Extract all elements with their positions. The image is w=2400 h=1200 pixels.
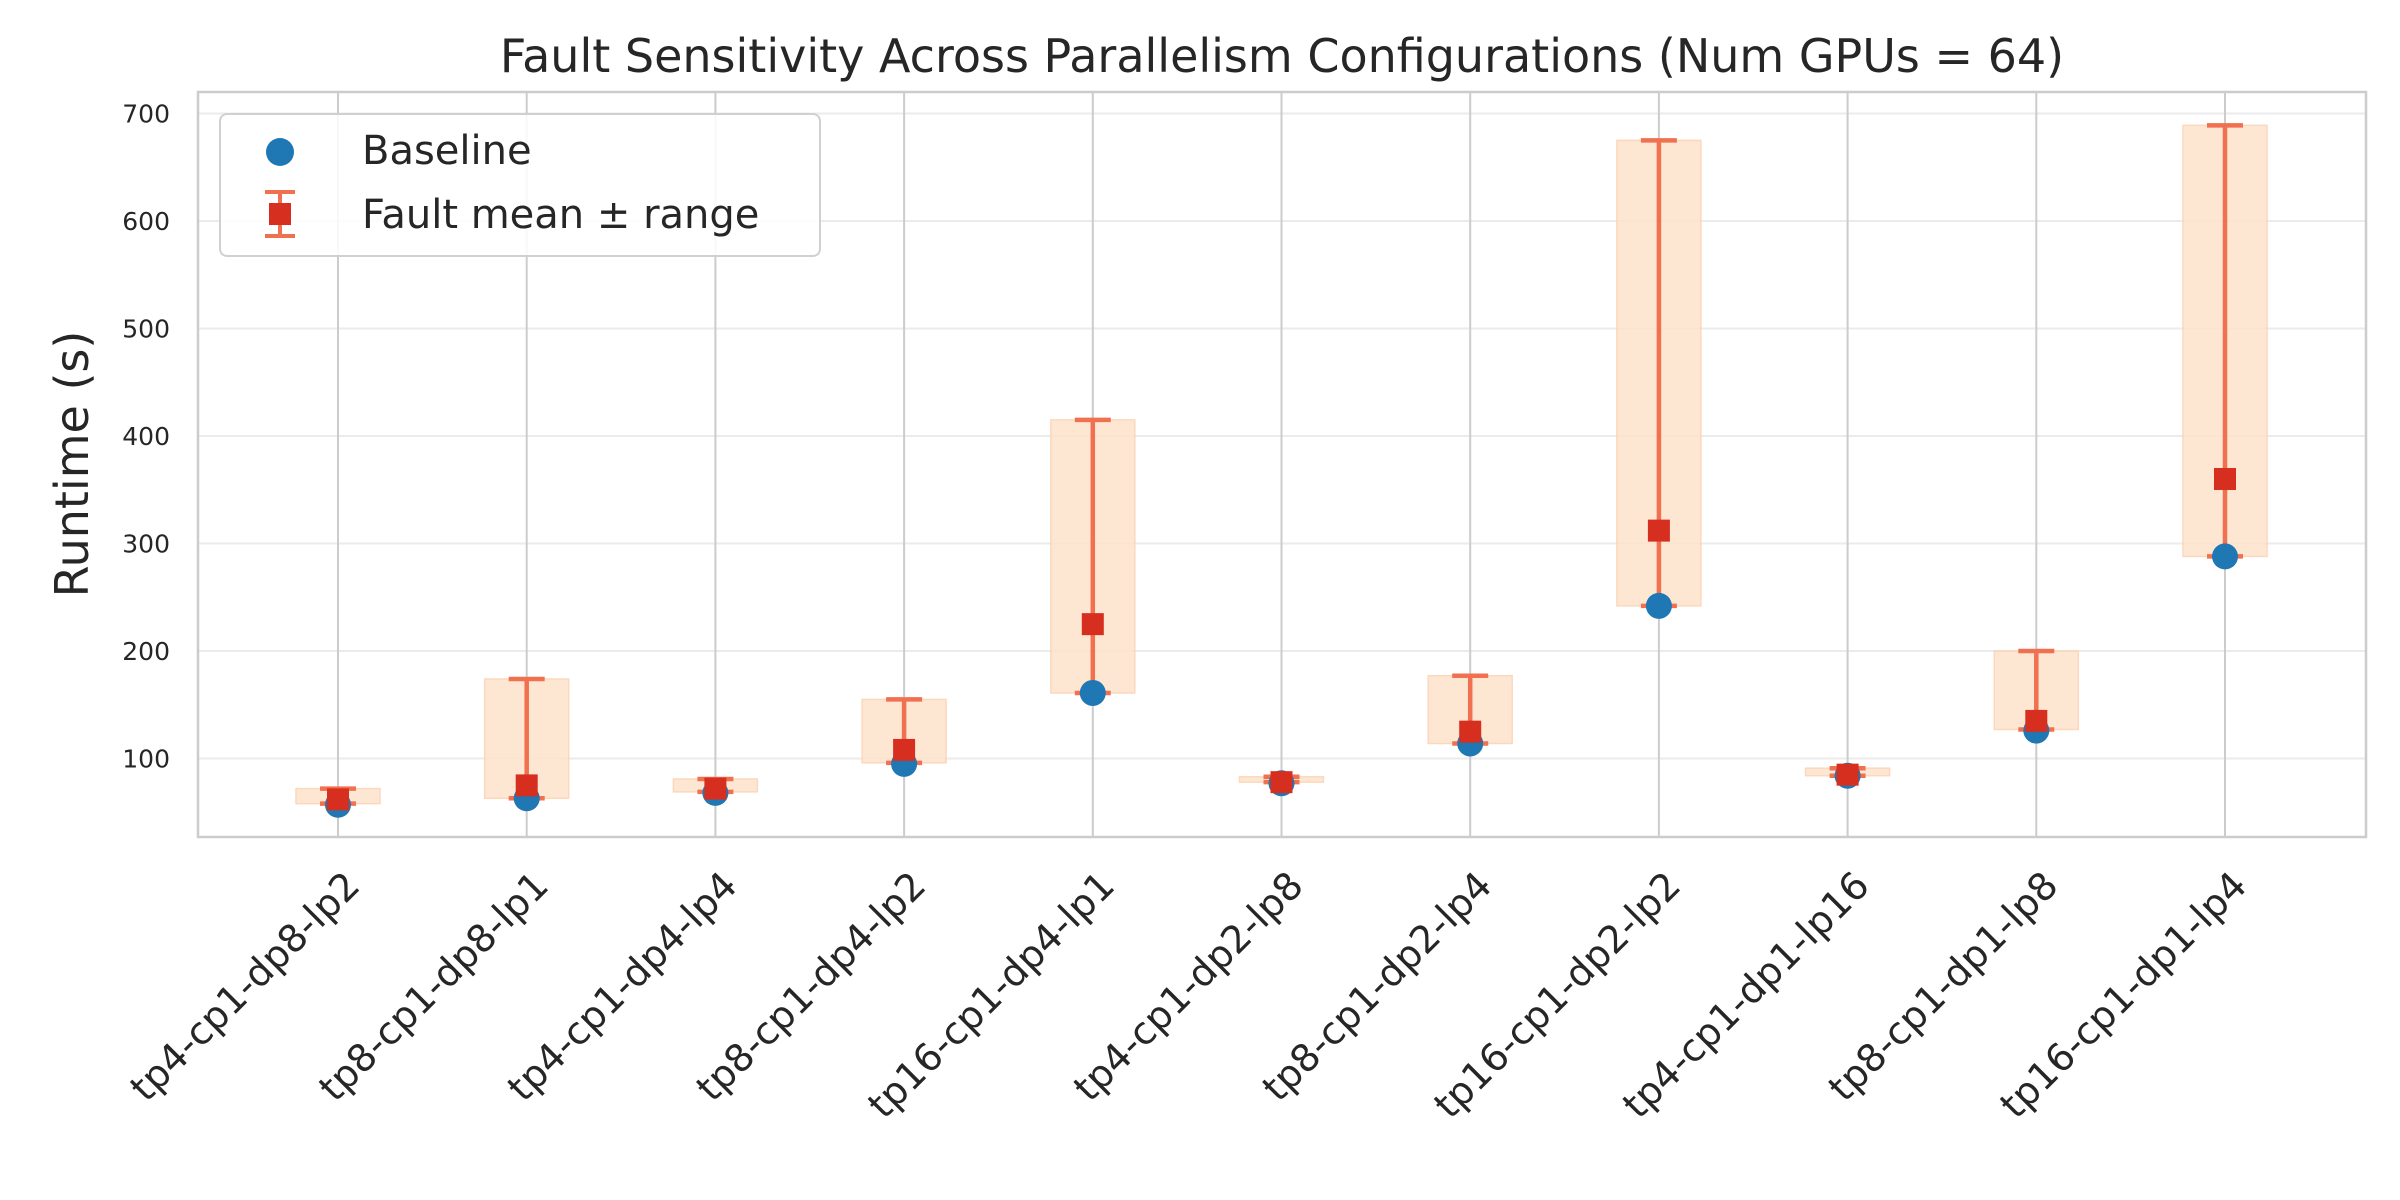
fault-mean-point <box>2214 468 2236 491</box>
legend-baseline-label: Baseline <box>362 128 532 174</box>
fault-mean-point <box>1459 720 1482 743</box>
fault-mean-point <box>327 788 349 811</box>
fault-mean-point <box>2025 709 2048 732</box>
y-tick-label: 400 <box>122 422 170 451</box>
y-tick-label: 300 <box>122 530 170 559</box>
fault-mean-point <box>1081 613 1104 636</box>
fault-mean-point <box>1647 519 1670 542</box>
y-tick-labels: 100 200 300 400 500 600 700 <box>122 100 170 774</box>
baseline-point <box>1079 679 1106 706</box>
baseline-point <box>2212 543 2238 570</box>
y-tick-label: 600 <box>122 207 170 236</box>
baseline-point <box>1645 592 1672 619</box>
legend-fault-label: Fault mean ± range <box>362 192 759 238</box>
legend: Baseline Fault mean ± range <box>219 113 821 257</box>
legend-baseline-marker <box>266 138 294 166</box>
fault-mean-point <box>1836 763 1859 786</box>
y-tick-label: 500 <box>122 315 170 344</box>
y-axis-label: Runtime (s) <box>45 331 99 598</box>
y-tick-label: 200 <box>122 637 170 666</box>
legend-fault-marker <box>269 203 291 225</box>
fault-mean-points <box>327 468 2236 811</box>
x-tick-labels: tp4-cp1-dp8-lp2tp8-cp1-dp8-lp1tp4-cp1-dp… <box>122 863 2256 1127</box>
y-tick-label: 700 <box>122 100 170 129</box>
fault-mean-point <box>893 738 916 761</box>
plot-frame <box>196 90 2368 839</box>
fault-mean-point <box>515 774 538 797</box>
legend-box <box>219 113 821 257</box>
fault-mean-point <box>1270 771 1293 794</box>
chart-title: Fault Sensitivity Across Parallelism Con… <box>500 29 2064 83</box>
y-tick-label: 100 <box>122 745 170 774</box>
fault-mean-point <box>704 777 727 800</box>
